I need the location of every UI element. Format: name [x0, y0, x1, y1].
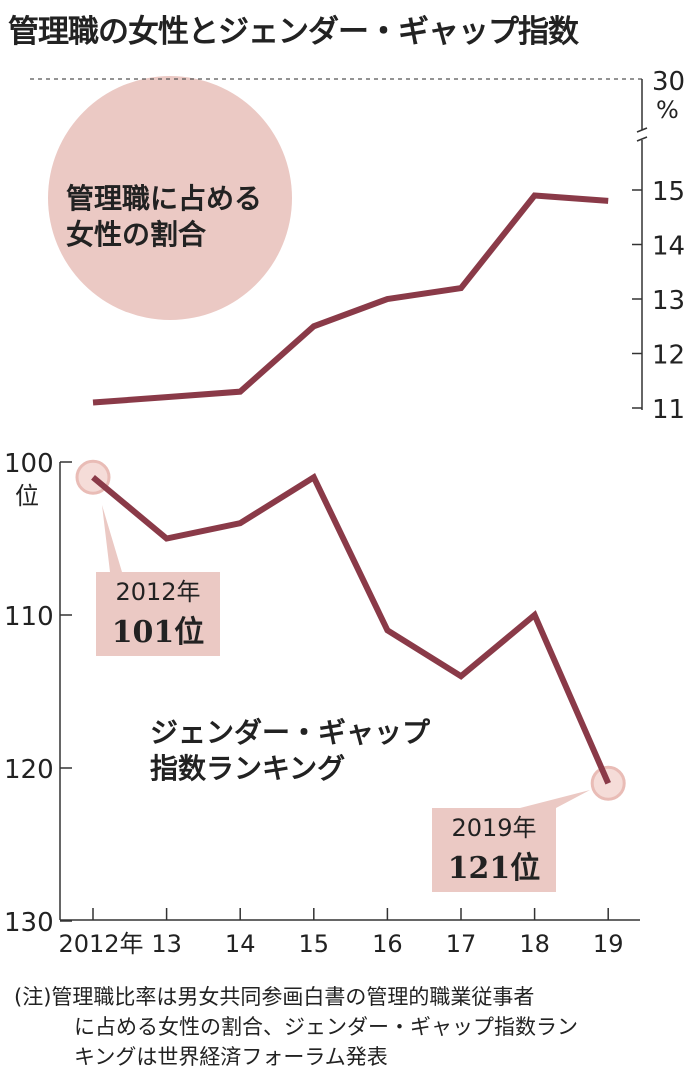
tick-label-bottom: 110 [4, 602, 54, 632]
series-label-top: 管理職に占める [66, 182, 262, 215]
tick-label-top: 15 [652, 177, 685, 207]
series-label-top: 女性の割合 [66, 218, 207, 251]
tick-label-x: 17 [446, 930, 477, 958]
tick-label-top: 14 [652, 232, 685, 262]
tick-label-bottom: 130 [4, 908, 54, 938]
axis-break-mark [636, 127, 648, 133]
callout-year: 2019年 [451, 814, 536, 842]
tick-label-top: 30 [652, 67, 685, 97]
callout-rank: 121位 [448, 851, 541, 886]
tick-label-x: 13 [151, 930, 182, 958]
tick-label-x: 14 [225, 930, 256, 958]
tick-label-x: 18 [519, 930, 550, 958]
series-label-bottom: 指数ランキング [150, 752, 345, 785]
unit-label-bottom: 位 [15, 482, 39, 510]
footnote-line-3: キングは世界経済フォーラム発表 [74, 1045, 388, 1069]
unit-label-top: % [656, 96, 679, 124]
tick-label-x: 2012年 [58, 930, 143, 958]
tick-label-bottom: 120 [4, 755, 54, 785]
footnote: (注)管理職比率は男女共同参画白書の管理的職業従事者 に占める女性の割合、ジェン… [14, 982, 694, 1072]
footnote-line-2: に占める女性の割合、ジェンダー・ギャップ指数ラン [74, 1015, 578, 1039]
chart-title: 管理職の女性とジェンダー・ギャップ指数 [8, 14, 579, 50]
series-label-bottom: ジェンダー・ギャップ [150, 716, 431, 749]
tick-label-top: 12 [652, 341, 685, 371]
series-line-top [92, 192, 609, 406]
tick-label-x: 19 [593, 930, 624, 958]
axis-break-mark [636, 136, 648, 142]
series-line-bottom [91, 472, 611, 785]
tick-label-top: 13 [652, 286, 685, 316]
callout-year: 2012年 [115, 578, 200, 606]
tick-label-bottom: 100 [4, 449, 54, 479]
label-circle [48, 76, 292, 320]
tick-label-top: 11 [652, 395, 685, 425]
callout-2019 [432, 790, 590, 892]
tick-label-x: 16 [372, 930, 403, 958]
callout-rank: 101位 [112, 615, 205, 650]
callout-2012 [96, 505, 220, 656]
tick-label-x: 15 [299, 930, 330, 958]
footnote-line-1: (注)管理職比率は男女共同参画白書の管理的職業従事者 [14, 985, 535, 1009]
